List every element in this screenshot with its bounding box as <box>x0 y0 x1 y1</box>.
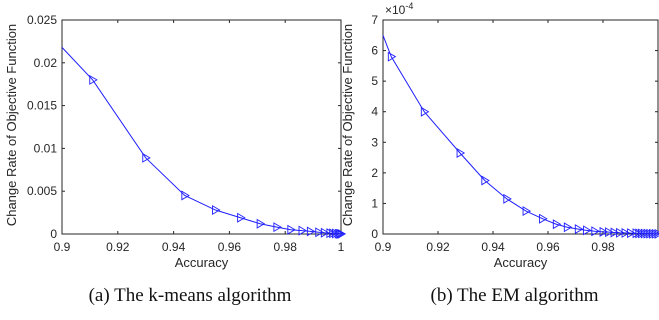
x-tick-label: 0.92 <box>106 240 130 254</box>
data-point-marker <box>287 224 296 235</box>
plot-frame <box>382 19 659 235</box>
data-point-marker <box>610 227 620 238</box>
data-point-marker <box>522 206 532 217</box>
data-point-marker <box>456 147 466 158</box>
data-point-marker <box>315 227 324 238</box>
y-tick-label: 0.025 <box>27 13 57 27</box>
y-tick-label: 0 <box>371 227 378 241</box>
x-tick-label: 0.9 <box>375 240 392 254</box>
data-point-marker <box>632 228 642 239</box>
y-exponent-label: ×10-4 <box>385 1 413 17</box>
data-point-marker <box>563 222 573 233</box>
y-tick-label: 0.005 <box>27 184 57 198</box>
y-tick-label: 0.02 <box>34 56 58 70</box>
data-point-marker <box>306 226 316 237</box>
data-point-marker <box>212 205 221 216</box>
data-point-marker <box>326 228 335 239</box>
data-point-marker <box>640 228 650 239</box>
y-tick-label: 4 <box>371 105 378 119</box>
data-point-marker <box>651 228 659 239</box>
data-point-marker <box>320 227 330 238</box>
y-axis-label: Change Rate of Objective Function <box>340 24 355 226</box>
x-tick-label: 0.94 <box>481 240 505 254</box>
data-point-marker <box>646 228 655 239</box>
data-point-marker <box>591 226 600 237</box>
data-point-marker <box>142 152 151 163</box>
x-tick-label: 0.9 <box>54 240 71 254</box>
data-point-marker <box>503 193 512 204</box>
y-axis-label: Change Rate of Objective Function <box>4 24 19 226</box>
x-axis-label: Accuracy <box>175 255 229 270</box>
y-tick-label: 7 <box>371 13 378 27</box>
x-axis-label: Accuracy <box>494 255 548 270</box>
data-point-marker <box>420 106 430 117</box>
x-tick-label: 0.94 <box>162 240 186 254</box>
data-point-marker <box>329 228 338 239</box>
y-tick-label: 5 <box>371 74 378 88</box>
data-point-marker <box>635 228 644 239</box>
x-tick-label: 0.96 <box>218 240 242 254</box>
data-point-marker <box>387 51 397 62</box>
data-point-marker <box>599 226 609 237</box>
data-point-marker <box>539 213 548 224</box>
y-tick-label: 0.015 <box>27 99 57 113</box>
data-point-marker <box>638 228 647 239</box>
data-point-marker <box>643 228 653 239</box>
chart-b: 0.9 0.92 0.94 0.96 0.98 0 1 2 3 4 5 6 7 ×10-4 Accuracy… <box>340 1 659 270</box>
y-tick-label: 0.01 <box>34 141 58 155</box>
data-point-marker <box>334 228 344 239</box>
data-point-marker <box>237 212 246 223</box>
plot-frame <box>61 19 342 235</box>
data-point-marker <box>621 227 631 238</box>
x-tick-label: 1 <box>338 240 345 254</box>
data-point-marker <box>298 225 308 236</box>
data-point-marker <box>332 228 341 239</box>
data-point-marker <box>256 218 266 229</box>
series-line <box>61 47 342 235</box>
data-point-marker <box>574 224 584 235</box>
data-point-marker <box>616 227 625 238</box>
x-tick-label: 0.98 <box>591 240 615 254</box>
data-point-marker <box>605 227 614 238</box>
y-tick-label: 0 <box>50 227 57 241</box>
data-point-marker <box>89 74 98 85</box>
data-point-marker <box>336 228 345 239</box>
x-tick-label: 0.96 <box>536 240 560 254</box>
chart-a: 0.9 0.92 0.94 0.96 0.98 1 0 0.005 0.01 0.015 0.02 0… <box>4 13 347 270</box>
y-tick-label: 3 <box>371 135 378 149</box>
data-point-marker <box>627 228 636 239</box>
data-point-marker <box>583 225 592 236</box>
y-tick-label: 2 <box>371 166 378 180</box>
x-tick-label: 0.98 <box>274 240 298 254</box>
data-point-marker <box>649 228 658 239</box>
y-tick-label: 6 <box>371 44 378 58</box>
caption-kmeans: (a) The k-means algorithm <box>88 285 292 306</box>
series-line <box>382 35 659 235</box>
caption-em: (b) The EM algorithm <box>430 285 599 306</box>
data-point-marker <box>181 190 190 201</box>
data-point-marker <box>273 222 282 233</box>
data-point-marker <box>481 175 490 186</box>
x-tick-label: 0.92 <box>426 240 450 254</box>
data-point-marker <box>552 219 562 230</box>
y-tick-label: 1 <box>371 196 378 210</box>
data-point-marker <box>337 228 347 239</box>
